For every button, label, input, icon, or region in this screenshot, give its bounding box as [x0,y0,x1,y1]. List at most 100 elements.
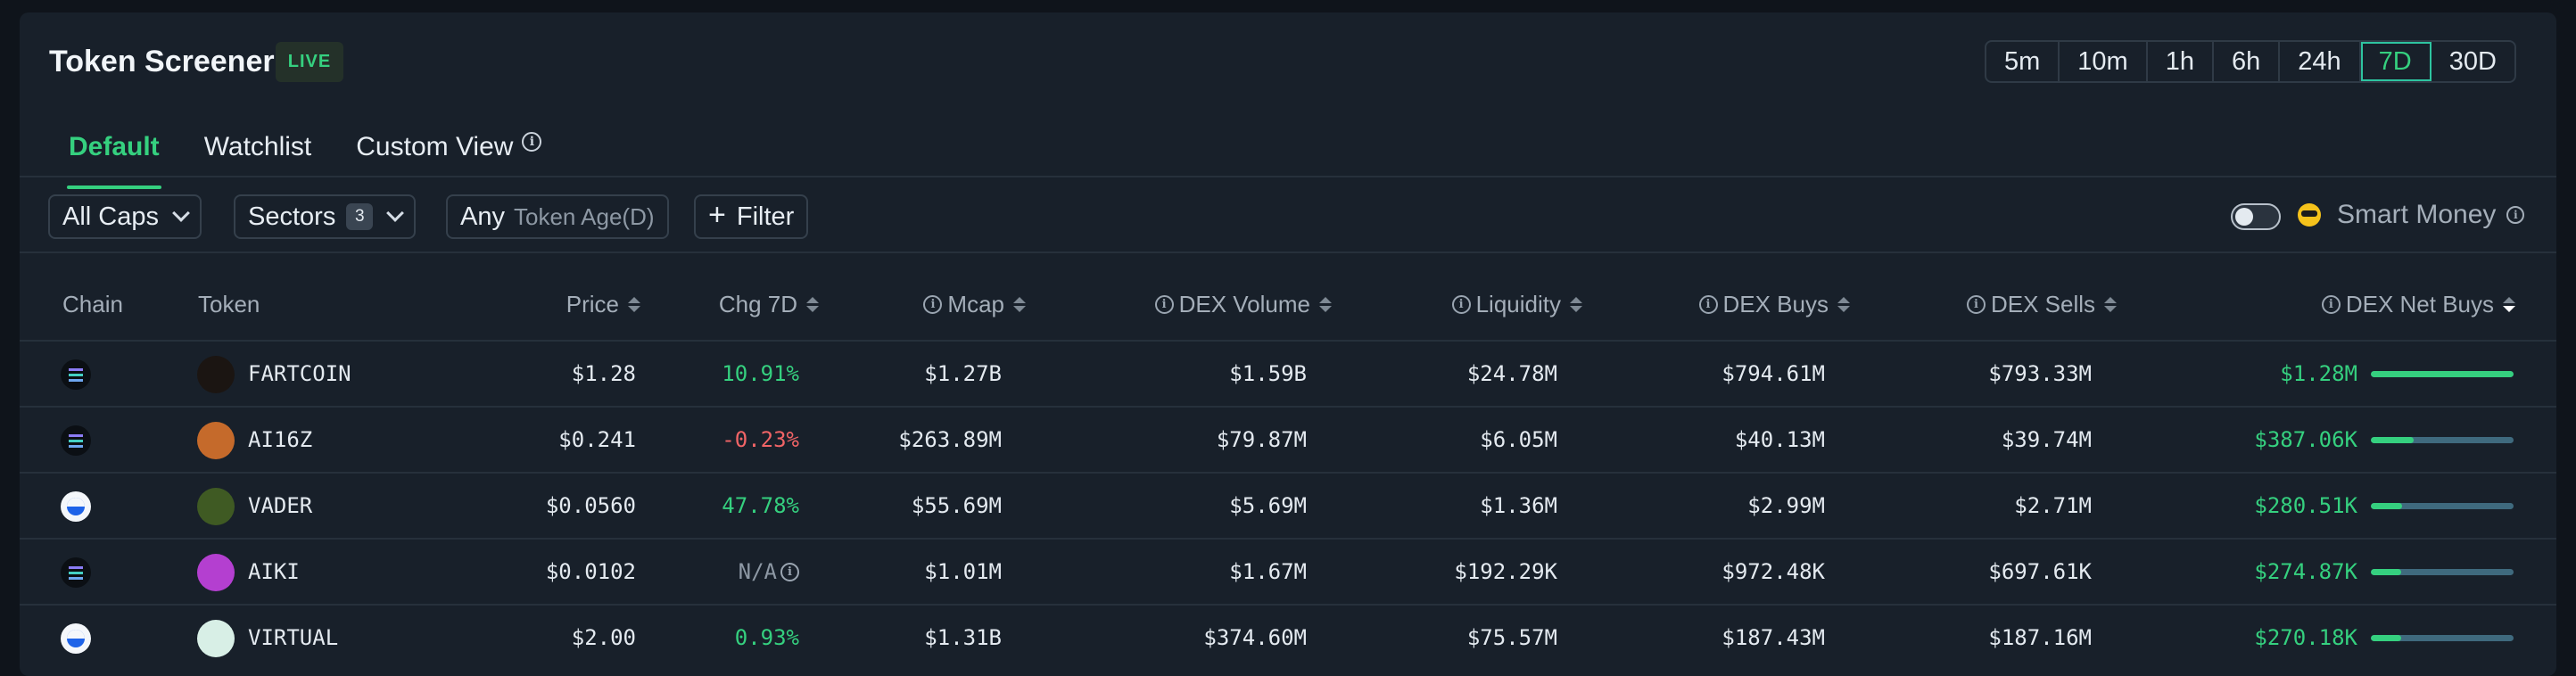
sectors-dropdown[interactable]: Sectors 3 [234,194,417,239]
col-chain: Chain [62,291,123,318]
dex-net-buys-cell: $280.51K [2254,493,2357,518]
base-chain-icon [61,491,91,522]
tab-custom-view[interactable]: Custom View i [356,118,542,189]
table-row[interactable]: AIKI $0.0102 N/A i $1.01M $1.67M $192.29K $972.… [20,538,2556,604]
change-value: 10.91% [722,361,799,386]
token-name[interactable]: AIKI [248,559,300,584]
filter-button[interactable]: + Filter [694,194,809,239]
change-value: 0.93% [734,625,799,650]
dex-buys-cell: $2.99M [1747,493,1825,518]
tab-default-label: Default [69,132,160,161]
token-name[interactable]: AI16Z [248,427,313,452]
change-value: -0.23% [722,427,799,452]
token-avatar [197,620,235,657]
change-cell: 47.78% [644,474,799,538]
info-icon[interactable]: i [2506,206,2525,224]
sort-icon [806,297,819,312]
toggle-knob [2235,208,2253,226]
col-dex-sells[interactable]: i DEX Sells [1857,291,2117,318]
info-icon[interactable]: i [1154,295,1174,314]
dex-net-buys-cell: $387.06K [2254,427,2357,452]
timeframe-10m[interactable]: 10m [2060,42,2148,81]
info-icon[interactable]: i [522,132,542,152]
dex-sells-cell: $39.74M [2001,427,2092,452]
liquidity-cell: $192.29K [1454,559,1557,584]
token-name[interactable]: FARTCOIN [248,361,351,386]
net-buys-bar [2371,437,2514,443]
dex-buys-cell: $972.48K [1721,559,1825,584]
col-dex-net-buys[interactable]: i DEX Net Buys [2125,291,2515,318]
mcap-cell: $1.01M [924,559,1002,584]
table-row[interactable]: FARTCOIN $1.28 10.91% $1.27B $1.59B $24.78M $7… [20,340,2556,406]
col-mcap[interactable]: i Mcap [822,291,1026,318]
net-buys-bar-fill [2371,503,2403,509]
caps-dropdown[interactable]: All Caps [48,194,202,239]
dex-net-buys-cell: $1.28M [2280,361,2357,386]
col-price[interactable]: Price [448,291,640,318]
col-liquidity-label: Liquidity [1475,291,1561,317]
col-liquidity[interactable]: i Liquidity [1340,291,1582,318]
col-dex-buys[interactable]: i DEX Buys [1589,291,1850,318]
table-row[interactable]: VIRTUAL $2.00 0.93% $1.31B $374.60M $75.57M $1… [20,604,2556,670]
token-avatar [197,356,235,393]
timeframe-6h[interactable]: 6h [2214,42,2281,81]
price-cell: $0.241 [558,427,636,452]
col-dex-buys-label: DEX Buys [1722,291,1829,317]
dex-sells-cell: $697.61K [1988,559,2092,584]
dex-sells-cell: $187.16M [1988,625,2092,650]
timeframe-30d[interactable]: 30D [2448,46,2497,76]
dex-buys-cell: $187.43M [1721,625,1825,650]
col-dex-sells-label: DEX Sells [1990,291,2095,317]
timeframe-5m[interactable]: 5m [1986,42,2060,81]
mcap-cell: $1.31B [924,625,1002,650]
dex-volume-cell: $1.67M [1229,559,1307,584]
sort-icon [628,297,640,312]
col-dex-volume[interactable]: i DEX Volume [1028,291,1332,318]
info-icon[interactable]: i [2321,295,2341,314]
info-icon[interactable]: i [1698,295,1718,314]
dex-buys-cell: $40.13M [1734,427,1825,452]
timeframe-24h[interactable]: 24h [2280,42,2361,81]
dex-sells-cell: $2.71M [2014,493,2092,518]
token-avatar [197,488,235,525]
price-cell: $2.00 [571,625,636,650]
info-icon[interactable]: i [780,562,799,581]
col-chain-label: Chain [62,291,123,317]
col-chg[interactable]: Chg 7D [644,291,819,318]
tab-custom-view-label: Custom View [356,132,514,161]
smart-money-label-group: Smart Money i [2298,200,2525,230]
sort-icon [1570,297,1582,312]
tab-watchlist[interactable]: Watchlist [204,118,312,189]
filter-label: Filter [736,202,795,231]
sort-desc-icon [2503,297,2515,312]
timeframe-7d[interactable]: 7D [2360,42,2432,81]
col-price-label: Price [566,291,619,317]
live-badge: LIVE [276,42,343,82]
table-row[interactable]: AI16Z $0.241 -0.23% $263.89M $79.87M $6.05M $4… [20,406,2556,472]
info-icon[interactable]: i [923,295,943,314]
filters-divider [20,251,2556,253]
token-name[interactable]: VADER [248,493,313,518]
dex-volume-cell: $5.69M [1229,493,1307,518]
sort-icon [1013,297,1026,312]
token-name[interactable]: VIRTUAL [248,625,339,650]
info-icon[interactable]: i [1451,295,1471,314]
dex-buys-cell: $794.61M [1721,361,1825,386]
token-age-filter[interactable]: Any Token Age(D) [446,194,669,239]
sectors-label: Sectors [248,202,336,231]
timeframe-1h[interactable]: 1h [2148,42,2214,81]
token-avatar [197,422,235,459]
token-age-value: Any [460,202,505,231]
net-buys-bar [2371,371,2514,377]
smart-money-label: Smart Money [2337,200,2497,229]
col-chg-label: Chg 7D [718,291,797,317]
col-token: Token [198,291,260,318]
smart-money-toggle[interactable] [2231,203,2281,230]
col-dex-volume-label: DEX Volume [1178,291,1310,317]
table-row[interactable]: VADER $0.0560 47.78% $55.69M $5.69M $1.36M $2.… [20,472,2556,538]
caps-label: All Caps [62,202,159,231]
tab-default[interactable]: Default [67,118,161,189]
dex-sells-cell: $793.33M [1988,361,2092,386]
info-icon[interactable]: i [1966,295,1986,314]
token-avatar [197,554,235,591]
